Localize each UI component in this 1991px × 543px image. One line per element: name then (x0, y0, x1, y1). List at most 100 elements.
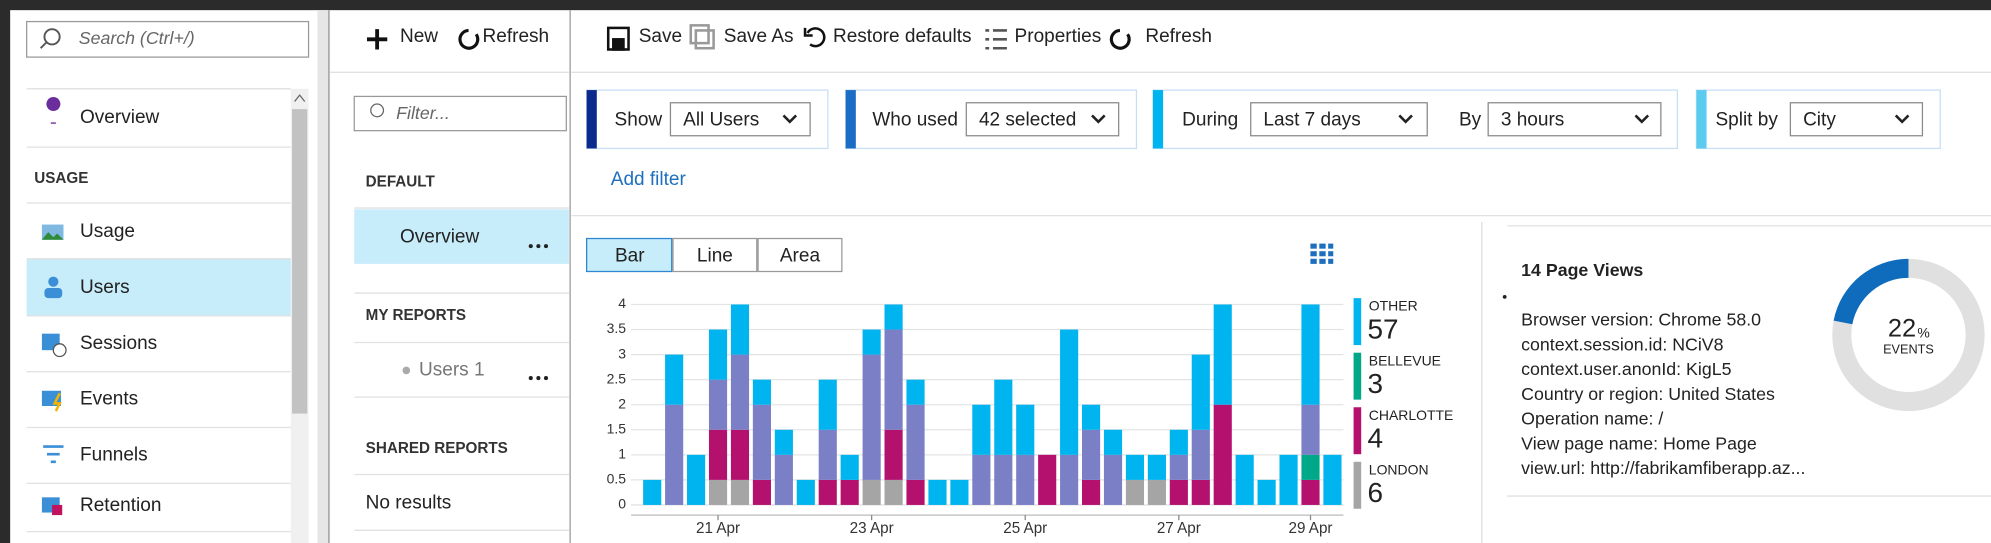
toolbar-icons (606, 24, 1131, 51)
y-tick-label: 1 (618, 446, 626, 462)
filter-group: Who used 42 selected (845, 89, 1138, 150)
y-tick-label: 0 (618, 496, 626, 512)
more-button[interactable] (528, 376, 549, 381)
x-tick-label: 27 Apr (1157, 520, 1201, 537)
new-icon (366, 29, 388, 50)
y-tick-label: 2.5 (607, 370, 627, 386)
scroll-up[interactable] (294, 94, 306, 102)
section-heading: MY REPORTS (366, 307, 466, 324)
bar-segment (906, 379, 925, 405)
nav-item[interactable]: Sessions (80, 333, 157, 354)
detail-title: 14 Page Views (1521, 260, 1643, 280)
dropdown-value: Last 7 days (1263, 110, 1360, 131)
tab[interactable] (672, 237, 758, 273)
legend-label: LONDON (1369, 461, 1429, 477)
scrollbar-thumb[interactable] (292, 109, 308, 414)
filter-box[interactable] (353, 95, 567, 132)
legend-label: OTHER (1369, 298, 1418, 314)
bar-segment (1169, 429, 1188, 455)
bar-segment (752, 479, 771, 505)
filter-group: During Last 7 days By 3 hours (1152, 89, 1679, 150)
toolbar-button[interactable]: New (400, 26, 438, 47)
legend-swatch (1353, 461, 1362, 509)
legend-value: 4 (1368, 423, 1384, 454)
bar-segment (1191, 479, 1210, 505)
detail-line: Country or region: United States (1521, 384, 1775, 404)
search-box[interactable] (26, 20, 310, 58)
add-filter-link[interactable]: Add filter (611, 169, 687, 190)
dropdown[interactable] (1487, 102, 1662, 137)
bar-segment (1147, 479, 1166, 505)
toolbar-button[interactable]: Properties (1015, 26, 1102, 47)
bar-segment (1279, 454, 1298, 505)
bar-segment (1301, 479, 1320, 505)
bar-segment (884, 329, 903, 430)
bar-segment (1147, 454, 1166, 480)
tab-label: Line (697, 245, 733, 266)
donut-value: 22 (1888, 315, 1916, 343)
legend-label: CHARLOTTE (1369, 407, 1454, 423)
chart: 0 0.5 1 1.5 2 2.5 3 3.5 4 21 Apr 23 Apr 25 Apr 27 Ap… (607, 295, 1454, 537)
bar-segment (1103, 454, 1123, 505)
bar-segment (906, 404, 925, 480)
donut-unit: % (1917, 324, 1929, 340)
bar-segment (1191, 429, 1210, 480)
bullet (1502, 294, 1507, 299)
y-tick-label: 3.5 (607, 320, 627, 336)
bar-segment (1257, 479, 1276, 505)
bar-segment (1323, 454, 1342, 505)
tab-selected[interactable] (585, 237, 673, 273)
legend-swatch (1353, 407, 1362, 455)
grid-icon[interactable] (1310, 243, 1334, 264)
bar-segment (1213, 304, 1232, 405)
nav-item[interactable]: Funnels (80, 444, 148, 465)
bar-segment (884, 429, 903, 480)
legend-swatch (1353, 298, 1362, 346)
report-item[interactable]: Overview (400, 226, 480, 247)
toolbar-button[interactable]: Restore defaults (833, 26, 972, 47)
nav-item[interactable]: Usage (80, 221, 135, 242)
bar-segment (862, 329, 881, 355)
dropdown[interactable] (1250, 102, 1428, 137)
dropdown-value: All Users (683, 110, 759, 131)
x-tick-label: 23 Apr (850, 520, 894, 537)
dropdown[interactable] (965, 102, 1120, 137)
bar-segment (818, 379, 837, 430)
report-dot (402, 366, 411, 375)
more-button[interactable] (528, 244, 549, 249)
refresh-icon (458, 28, 480, 50)
toolbar-button[interactable]: Refresh (1145, 26, 1212, 47)
x-tick-label: 21 Apr (696, 520, 740, 537)
tab[interactable] (757, 237, 843, 273)
chevron (1398, 114, 1413, 124)
bar-segment (1213, 404, 1232, 505)
bar-segment (1191, 354, 1210, 430)
donut: 22 % EVENTS (1832, 258, 1985, 412)
bar-segment (1169, 479, 1188, 505)
bar-segment (730, 429, 750, 480)
toolbar-button[interactable]: Refresh (483, 26, 550, 47)
bar-segment (818, 479, 837, 505)
toolbar-button[interactable]: Save (639, 26, 682, 47)
bar-segment (774, 454, 793, 505)
nav-item[interactable]: Overview (80, 107, 160, 128)
bar-segment (1125, 479, 1145, 505)
nav-item[interactable]: Events (80, 389, 138, 410)
tab-label: Area (780, 245, 821, 266)
report-selected (354, 209, 569, 264)
bar-segment (1301, 404, 1320, 455)
empty-text: No results (366, 493, 452, 514)
bar-segment (928, 479, 947, 505)
report-item[interactable]: Users 1 (419, 359, 485, 380)
nav-item[interactable]: Retention (80, 495, 161, 516)
search-icon (43, 28, 61, 46)
nav-item[interactable]: Users (80, 277, 130, 298)
dropdown-value: 42 selected (979, 110, 1076, 131)
toolbar-button[interactable]: Save As (724, 26, 794, 47)
chevron (1634, 114, 1650, 124)
filter-group: Show All Users (585, 89, 829, 150)
section-heading: USAGE (34, 170, 88, 187)
bar-segment (994, 454, 1013, 505)
overview-icon (46, 97, 61, 124)
